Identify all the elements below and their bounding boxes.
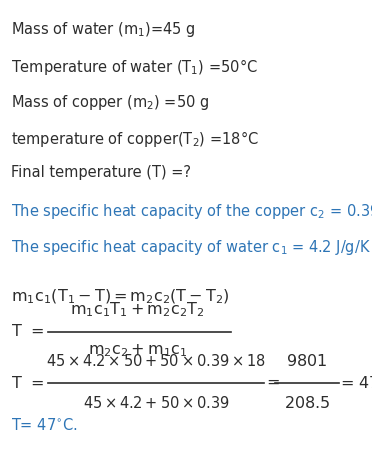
Text: $\mathregular{m_1c_1T_1 + m_2c_2T_2}$: $\mathregular{m_1c_1T_1 + m_2c_2T_2}$: [70, 301, 205, 319]
Text: T= 47$\mathregular{{}^{\circ}C}$.: T= 47$\mathregular{{}^{\circ}C}$.: [11, 417, 78, 433]
Text: The specific heat capacity of water c$_1$ = 4.2 J/g/K: The specific heat capacity of water c$_1…: [11, 238, 371, 257]
Text: $\mathregular{45 \times 4.2 \times 50 + 50 \times 0.39 \times 18}$: $\mathregular{45 \times 4.2 \times 50 + …: [46, 353, 266, 369]
Text: $\mathregular{T}$  =: $\mathregular{T}$ =: [11, 323, 45, 339]
Text: temperature of copper(T$_2$) =18°C: temperature of copper(T$_2$) =18°C: [11, 129, 259, 149]
Text: Mass of copper (m$_2$) =50 g: Mass of copper (m$_2$) =50 g: [11, 93, 209, 112]
Text: $\mathregular{9801}$: $\mathregular{9801}$: [286, 353, 327, 369]
Text: Mass of water (m$_1$)=45 g: Mass of water (m$_1$)=45 g: [11, 20, 196, 39]
Text: $\mathregular{T}$  =: $\mathregular{T}$ =: [11, 375, 45, 391]
Text: $\mathregular{m_1c_1(T_1 - T) = m_2c_2(T - T_2)}$: $\mathregular{m_1c_1(T_1 - T) = m_2c_2(T…: [11, 288, 230, 306]
Text: $\mathregular{208.5}$: $\mathregular{208.5}$: [284, 395, 330, 411]
Text: $\mathregular{m_2c_2 + m_1c_1}$: $\mathregular{m_2c_2 + m_1c_1}$: [88, 342, 187, 359]
Text: Final temperature (T) =?: Final temperature (T) =?: [11, 165, 191, 180]
Text: Temperature of water (T$_1$) =50°C: Temperature of water (T$_1$) =50°C: [11, 57, 258, 77]
Text: $\mathregular{45 \times 4.2 + 50 \times 0.39}$: $\mathregular{45 \times 4.2 + 50 \times …: [83, 395, 230, 411]
Text: = 47 $\mathregular{{}^{\circ}C}$: = 47 $\mathregular{{}^{\circ}C}$: [340, 375, 372, 391]
Text: =: =: [266, 375, 279, 390]
Text: The specific heat capacity of the copper c$_2$ = 0.39 J/g/K: The specific heat capacity of the copper…: [11, 202, 372, 221]
